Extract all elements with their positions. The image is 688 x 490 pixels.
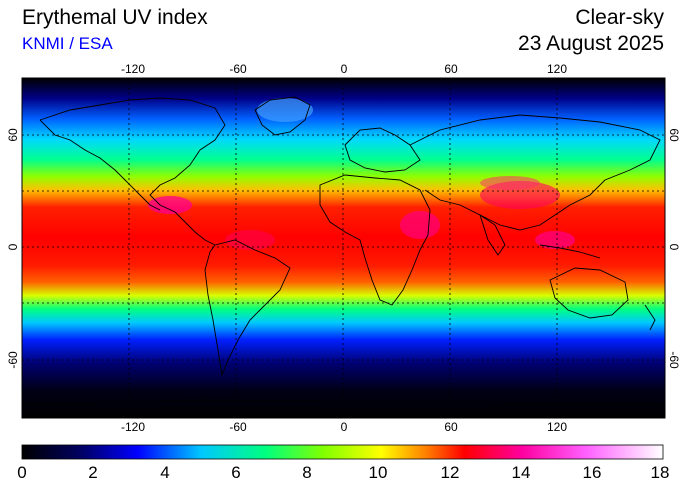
graticule — [21, 77, 666, 419]
colorbar-label-14: 14 — [511, 463, 531, 482]
colorbar-label-6: 6 — [231, 463, 241, 482]
colorbar-label-4: 4 — [160, 463, 170, 482]
lon-tick-bottom-3: 0 — [341, 420, 348, 434]
lat-tick-left-3: -60 — [6, 351, 20, 369]
colorbar-label-12: 12 — [440, 463, 460, 482]
date-label: 23 August 2025 — [518, 32, 664, 55]
lat-tick-right-3: -60 — [667, 351, 681, 369]
coastlines — [22, 96, 665, 406]
lat-tick-left-2: 0 — [6, 243, 20, 250]
lat-tick-right-1: 60 — [667, 128, 681, 142]
lon-tick-top-5: 120 — [547, 62, 567, 76]
colorbar-label-2: 2 — [88, 463, 98, 482]
lon-tick-bottom-4: 60 — [444, 420, 458, 434]
lon-tick-top-4: 60 — [444, 62, 458, 76]
colorbar-label-18: 18 — [650, 463, 670, 482]
uv-field — [22, 78, 665, 418]
sky-mode-label: Clear-sky — [575, 6, 664, 29]
colorbar-label-10: 10 — [368, 463, 388, 482]
colorbar — [21, 444, 664, 460]
lon-tick-bottom-1: -120 — [121, 420, 145, 434]
lat-tick-left-1: 60 — [6, 128, 20, 142]
lon-tick-bottom-5: 120 — [547, 420, 567, 434]
map-title: Erythemal UV index — [22, 6, 208, 29]
lon-tick-bottom-2: -60 — [229, 420, 247, 434]
colorbar-label-8: 8 — [302, 463, 312, 482]
lon-tick-top-3: 0 — [341, 62, 348, 76]
lon-tick-top-1: -120 — [121, 62, 145, 76]
credit-label: KNMI / ESA — [22, 34, 113, 53]
lon-tick-top-2: -60 — [229, 62, 247, 76]
lat-tick-right-2: 0 — [667, 244, 681, 251]
colorbar-label-16: 16 — [582, 463, 602, 482]
colorbar-label-0: 0 — [17, 463, 27, 482]
